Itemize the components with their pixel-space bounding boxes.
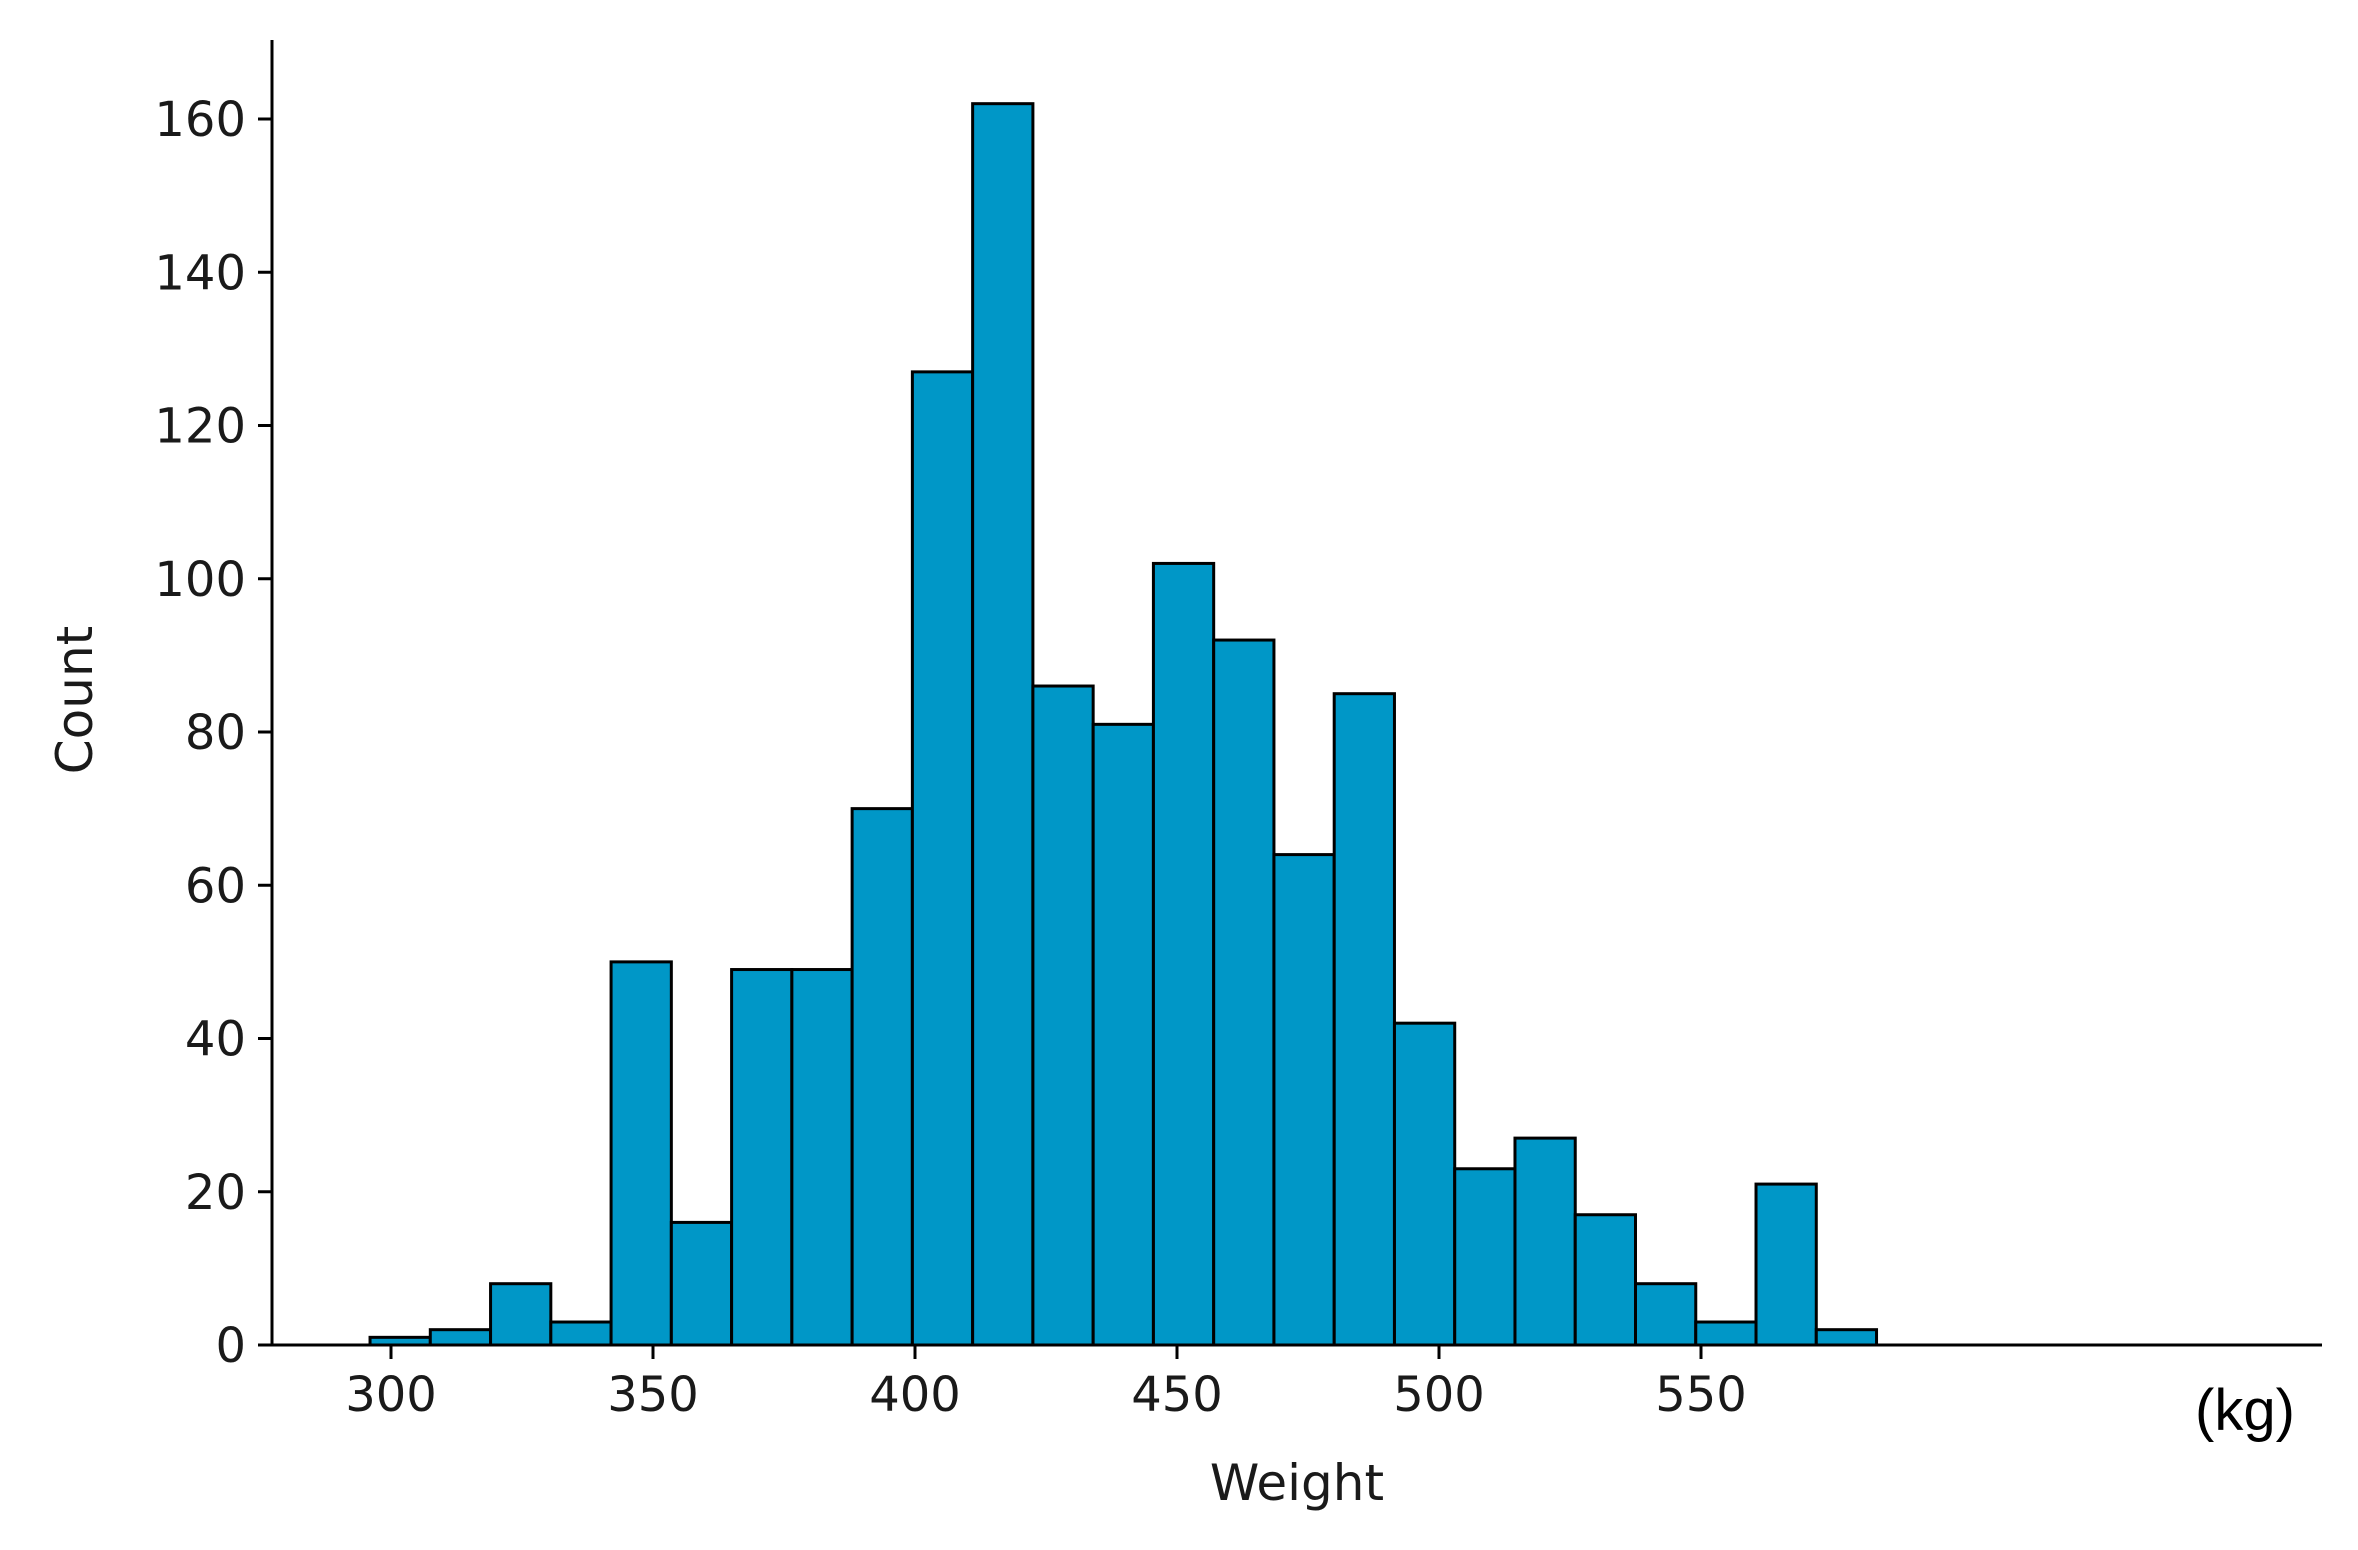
y-axis-title: Count xyxy=(46,626,104,775)
histogram-bar-7 xyxy=(790,968,854,1347)
x-tick-label-500: 500 xyxy=(1393,1367,1485,1423)
y-tick-label-40: 40 xyxy=(185,1012,246,1068)
x-tick-label-450: 450 xyxy=(1131,1367,1223,1423)
x-axis-unit-label: (kg) xyxy=(2195,1378,2295,1443)
bars-group xyxy=(368,102,1879,1347)
histogram-bar-4 xyxy=(609,960,673,1347)
x-tick-label-350: 350 xyxy=(607,1367,699,1423)
histogram-bar-21 xyxy=(1634,1282,1698,1347)
histogram-bar-9 xyxy=(910,370,975,1347)
x-axis-ticks: 300 350 400 450 500 550 xyxy=(345,1345,1747,1423)
histogram-bar-10 xyxy=(971,102,1035,1347)
y-tick-label-20: 20 xyxy=(185,1165,246,1221)
x-tick-label-550: 550 xyxy=(1655,1367,1747,1423)
histogram-bar-12 xyxy=(1091,722,1155,1347)
histogram-bar-6 xyxy=(730,968,794,1347)
x-tick-label-400: 400 xyxy=(869,1367,961,1423)
histogram-bar-14 xyxy=(1212,638,1276,1347)
histogram-bar-18 xyxy=(1453,1167,1517,1347)
histogram-bar-3 xyxy=(549,1320,613,1347)
histogram-bar-15 xyxy=(1272,853,1336,1347)
histogram-bar-19 xyxy=(1513,1136,1577,1347)
x-tick-label-300: 300 xyxy=(345,1367,437,1423)
histogram-bar-5 xyxy=(669,1220,734,1347)
x-axis-title: Weight xyxy=(1210,1454,1384,1512)
histogram-bar-8 xyxy=(850,807,914,1347)
histogram-bar-17 xyxy=(1392,1021,1457,1347)
histogram-bar-16 xyxy=(1332,692,1396,1347)
y-axis-ticks: 0 20 40 60 80 100 120 140 160 xyxy=(154,92,272,1374)
y-tick-label-80: 80 xyxy=(185,705,246,761)
y-tick-label-120: 120 xyxy=(154,399,246,455)
histogram-bar-23 xyxy=(1754,1182,1818,1347)
y-tick-label-160: 160 xyxy=(154,92,246,148)
histogram-bar-2 xyxy=(489,1282,553,1347)
y-tick-label-0: 0 xyxy=(215,1318,246,1374)
histogram-bar-20 xyxy=(1573,1213,1637,1347)
histogram-bar-22 xyxy=(1694,1320,1758,1347)
y-tick-label-100: 100 xyxy=(154,552,246,608)
histogram-bar-1 xyxy=(428,1328,493,1347)
y-tick-label-60: 60 xyxy=(185,858,246,914)
histogram-bar-24 xyxy=(1814,1328,1879,1347)
histogram-bar-11 xyxy=(1031,684,1095,1347)
y-tick-label-140: 140 xyxy=(154,245,246,301)
histogram-bar-13 xyxy=(1151,561,1216,1347)
